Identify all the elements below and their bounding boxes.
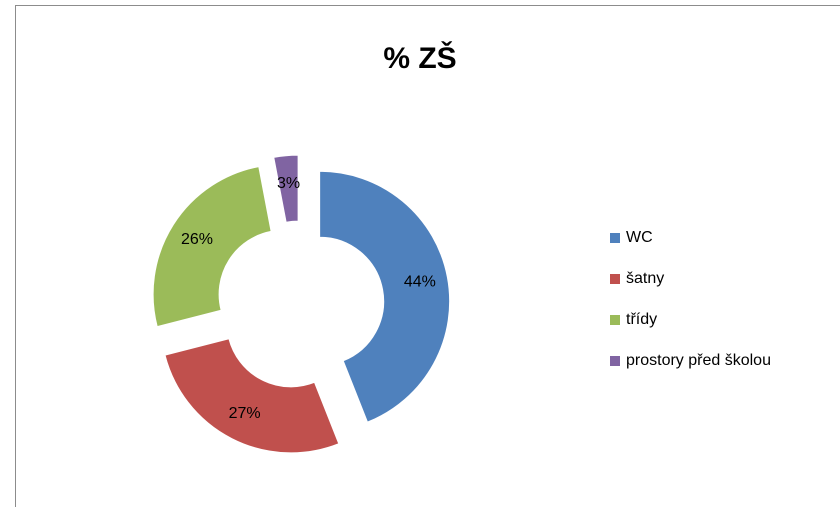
donut-segment bbox=[319, 170, 451, 423]
donut-segment bbox=[152, 166, 272, 328]
legend-swatch bbox=[610, 356, 620, 366]
data-label: 26% bbox=[181, 231, 213, 248]
data-label: 44% bbox=[404, 273, 436, 290]
chart-title: % ZŠ bbox=[383, 41, 456, 75]
legend-label: třídy bbox=[626, 311, 657, 328]
legend-label: prostory před školou bbox=[626, 352, 771, 369]
donut-segment bbox=[164, 338, 340, 454]
legend-label: šatny bbox=[626, 270, 664, 287]
data-label: 27% bbox=[229, 405, 261, 422]
legend-swatch bbox=[610, 233, 620, 243]
legend-label: WC bbox=[626, 229, 653, 246]
legend-swatch bbox=[610, 274, 620, 284]
data-label: 3% bbox=[277, 175, 300, 192]
legend-swatch bbox=[610, 315, 620, 325]
donut-segment bbox=[273, 154, 299, 223]
